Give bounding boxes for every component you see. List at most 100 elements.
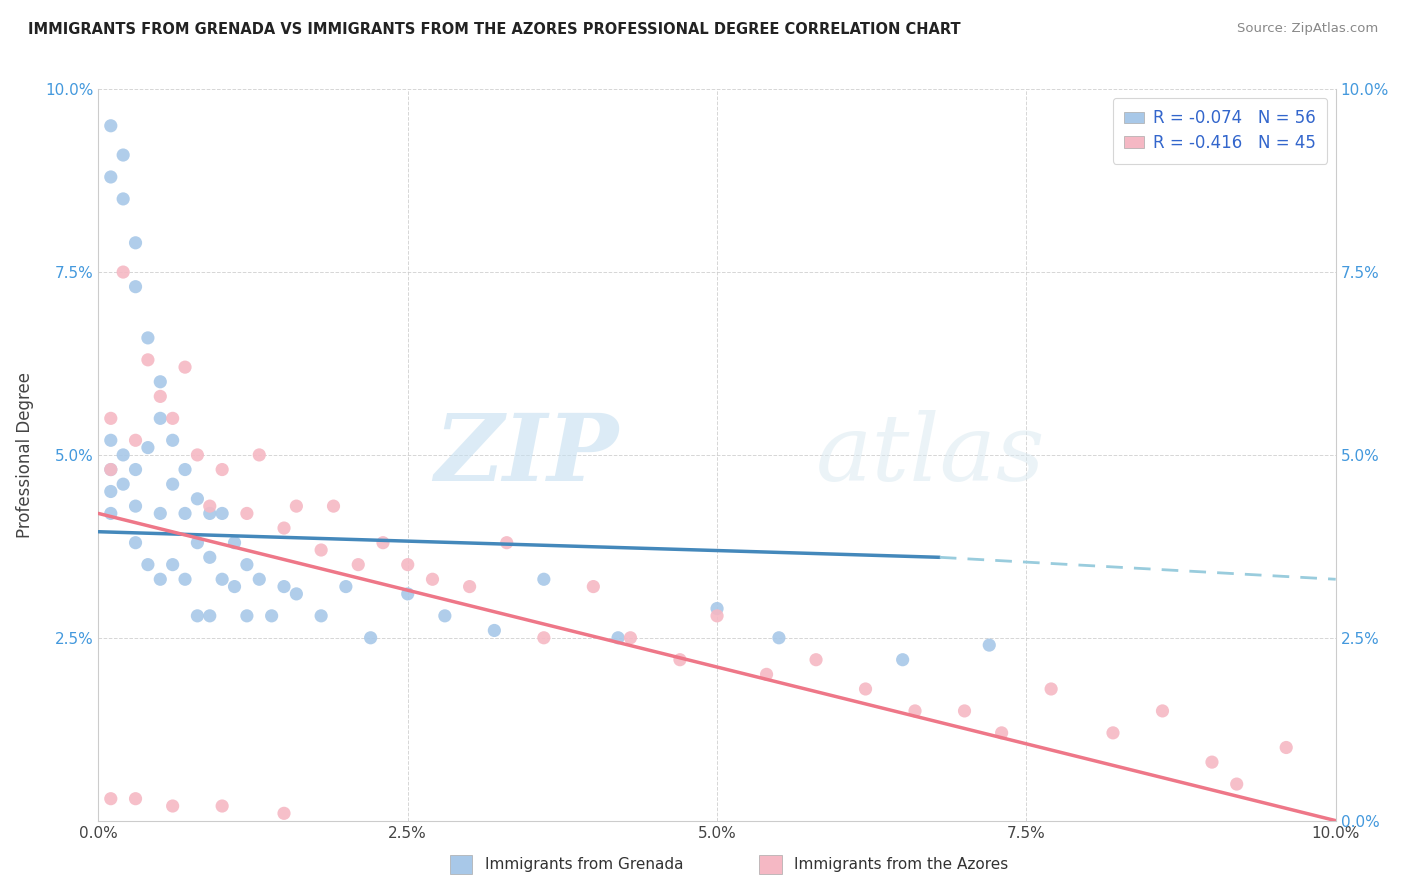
Point [1102, 726, 1125, 740]
Point [211, 462, 233, 476]
Point [136, 352, 159, 367]
Y-axis label: Professional Degree: Professional Degree [15, 372, 34, 538]
Point [236, 507, 259, 521]
Text: Immigrants from the Azores: Immigrants from the Azores [794, 857, 1008, 871]
Point [706, 601, 728, 615]
Point [433, 608, 456, 623]
Point [285, 499, 308, 513]
Point [211, 572, 233, 586]
Point [990, 726, 1012, 740]
Point [186, 448, 208, 462]
Point [124, 235, 146, 250]
Point [904, 704, 927, 718]
Point [1152, 704, 1174, 718]
Point [706, 608, 728, 623]
Point [396, 587, 419, 601]
Point [100, 169, 122, 184]
Point [236, 558, 259, 572]
Point [136, 441, 159, 455]
Point [124, 434, 146, 448]
Point [285, 587, 308, 601]
Point [247, 448, 270, 462]
Point [855, 681, 877, 696]
Point [484, 624, 506, 638]
Text: ZIP: ZIP [434, 410, 619, 500]
Point [309, 608, 332, 623]
Point [136, 331, 159, 345]
Point [371, 535, 394, 549]
Point [236, 608, 259, 623]
Point [112, 265, 135, 279]
Point [112, 148, 135, 162]
Point [100, 507, 122, 521]
Point [309, 543, 332, 558]
Point [533, 631, 555, 645]
Point [162, 558, 184, 572]
Point [1201, 755, 1223, 769]
Point [149, 389, 172, 403]
Text: Immigrants from Grenada: Immigrants from Grenada [485, 857, 683, 871]
Point [149, 572, 172, 586]
Point [100, 119, 122, 133]
Point [224, 580, 246, 594]
Point [174, 572, 197, 586]
Point [1275, 740, 1298, 755]
Point [422, 572, 444, 586]
Point [112, 448, 135, 462]
Point [162, 411, 184, 425]
Point [953, 704, 976, 718]
Point [149, 507, 172, 521]
Point [198, 608, 221, 623]
Legend: R = -0.074   N = 56, R = -0.416   N = 45: R = -0.074 N = 56, R = -0.416 N = 45 [1112, 97, 1327, 163]
Point [273, 580, 295, 594]
Point [260, 608, 283, 623]
Point [198, 550, 221, 565]
Point [124, 279, 146, 293]
Point [100, 462, 122, 476]
Point [198, 507, 221, 521]
Point [804, 653, 827, 667]
Point [619, 631, 641, 645]
Point [112, 477, 135, 491]
Point [100, 434, 122, 448]
Point [124, 499, 146, 513]
Text: IMMIGRANTS FROM GRENADA VS IMMIGRANTS FROM THE AZORES PROFESSIONAL DEGREE CORREL: IMMIGRANTS FROM GRENADA VS IMMIGRANTS FR… [28, 22, 960, 37]
Point [755, 667, 778, 681]
Point [1226, 777, 1249, 791]
Point [273, 806, 295, 821]
Point [112, 192, 135, 206]
Point [495, 535, 517, 549]
Point [149, 375, 172, 389]
Point [768, 631, 790, 645]
Point [533, 572, 555, 586]
Text: atlas: atlas [815, 410, 1046, 500]
Point [186, 608, 208, 623]
Point [1040, 681, 1063, 696]
Point [335, 580, 357, 594]
Point [891, 653, 914, 667]
Point [174, 360, 197, 375]
Point [273, 521, 295, 535]
Point [174, 462, 197, 476]
Point [149, 411, 172, 425]
Point [100, 462, 122, 476]
Point [211, 799, 233, 814]
Point [186, 535, 208, 549]
Point [360, 631, 382, 645]
Point [162, 799, 184, 814]
Point [607, 631, 630, 645]
Point [669, 653, 692, 667]
Point [211, 507, 233, 521]
Point [100, 411, 122, 425]
Point [247, 572, 270, 586]
Point [162, 434, 184, 448]
Point [174, 507, 197, 521]
Point [124, 462, 146, 476]
Point [458, 580, 481, 594]
Point [124, 791, 146, 805]
Text: Source: ZipAtlas.com: Source: ZipAtlas.com [1237, 22, 1378, 36]
Point [322, 499, 344, 513]
Point [162, 477, 184, 491]
Point [582, 580, 605, 594]
Point [224, 535, 246, 549]
